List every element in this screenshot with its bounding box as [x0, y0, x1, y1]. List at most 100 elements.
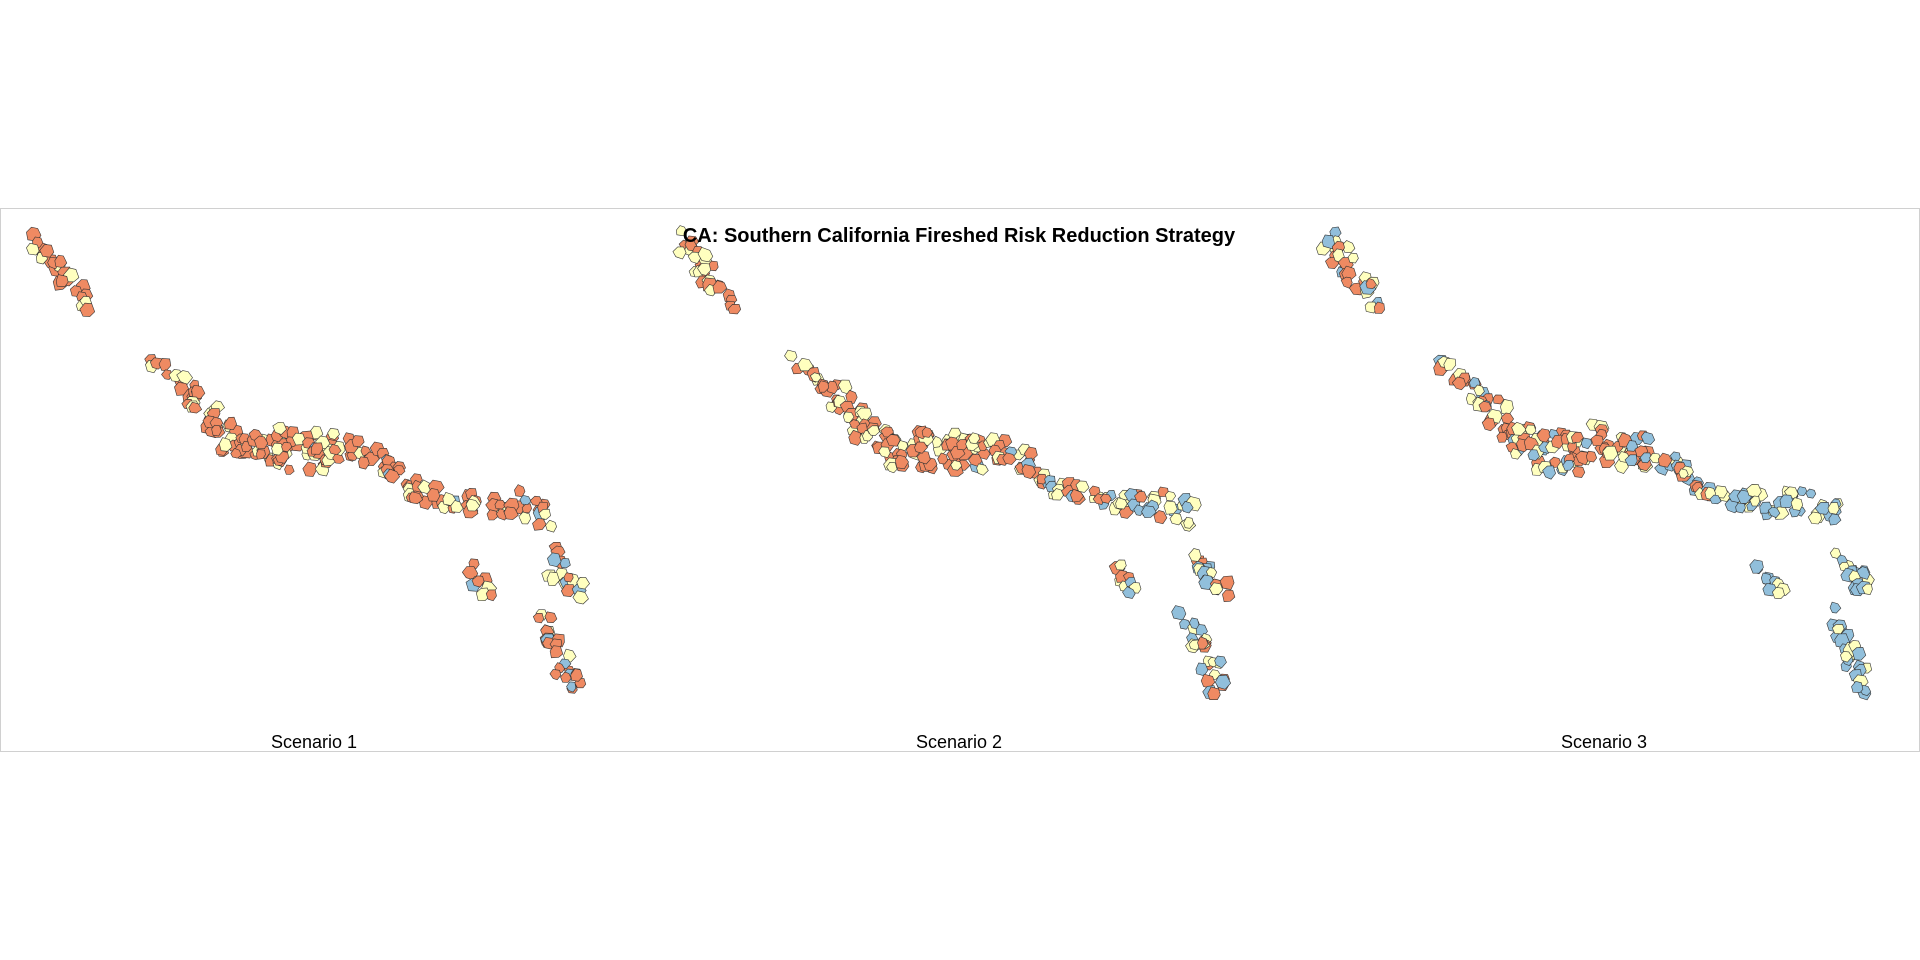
fireshed-cell [563, 572, 574, 583]
fireshed-cell [1649, 452, 1662, 464]
fireshed-cell [1197, 636, 1209, 650]
fireshed-cell [1122, 586, 1136, 599]
fireshed-cell [503, 506, 519, 520]
fireshed-cell [1572, 466, 1586, 478]
fireshed-cell [302, 461, 318, 477]
fireshed-cell [1115, 497, 1128, 510]
fireshed-cell [485, 589, 497, 602]
fireshed-cell [1639, 452, 1652, 464]
fireshed-cell [885, 434, 901, 447]
fireshed-cell [1365, 278, 1377, 290]
fireshed-cell [1735, 502, 1746, 514]
fireshed-cell [544, 611, 558, 624]
fireshed-cell [1153, 510, 1168, 525]
fireshed-cell [1493, 394, 1505, 405]
fireshed-cell [727, 303, 742, 315]
map-cells [26, 225, 1875, 701]
fireshed-cell [797, 357, 814, 372]
fireshed-cell [1373, 301, 1385, 314]
fireshed-cell [1481, 417, 1496, 432]
fireshed-cell [271, 442, 285, 456]
fireshed-cell [1678, 468, 1689, 479]
fireshed-cell [224, 416, 238, 431]
fireshed-cell [1036, 473, 1048, 485]
fireshed-cell [878, 446, 891, 459]
fireshed-cell [519, 494, 532, 505]
fireshed-cell [1165, 491, 1177, 501]
fireshed-cell [1207, 686, 1221, 700]
fireshed-cell [1183, 516, 1194, 529]
fireshed-cell [1657, 452, 1673, 468]
fireshed-cell [1542, 465, 1556, 480]
fireshed-cell [351, 435, 365, 448]
fireshed-cell [1814, 501, 1830, 515]
fireshed-cell [426, 488, 441, 502]
fireshed-cell [1779, 494, 1794, 509]
fireshed-cell [545, 519, 557, 533]
fireshed-cell [218, 437, 233, 452]
fireshed-cell [310, 442, 324, 455]
fireshed-cell [697, 247, 714, 263]
fireshed-cell [1141, 505, 1157, 518]
fireshed-cell [697, 262, 712, 276]
fireshed-cell [486, 509, 499, 521]
fireshed-cell [521, 503, 532, 514]
fireshed-cell [468, 558, 480, 569]
fireshed-cell [1856, 566, 1870, 580]
fireshed-cell [932, 435, 943, 448]
fireshed-cell [1451, 376, 1467, 391]
fireshed-cell [566, 681, 577, 693]
fireshed-cell [559, 558, 571, 569]
fireshed-cell [191, 384, 206, 400]
fireshed-cell [572, 590, 589, 605]
fireshed-cell [176, 370, 193, 385]
fireshed-cell [1443, 357, 1457, 371]
fireshed-cell [465, 498, 481, 512]
fireshed-cell [161, 369, 172, 380]
fireshed-cell [1796, 486, 1808, 497]
fireshed-cell [1585, 450, 1598, 463]
fireshed-cell [284, 464, 295, 475]
fireshed-cell [272, 421, 287, 435]
fireshed-cell [950, 459, 963, 471]
fireshed-cell [518, 511, 531, 525]
fireshed-cell [672, 246, 687, 260]
frame [0, 208, 1920, 752]
fireshed-cell [976, 463, 989, 476]
fireshed-cell [784, 349, 798, 362]
fireshed-cell [1861, 583, 1873, 596]
fireshed-cell [1133, 504, 1145, 516]
fireshed-cell [956, 438, 968, 451]
fireshed-cell [188, 401, 203, 414]
fireshed-cell [1626, 440, 1639, 452]
fireshed-cell [1790, 497, 1804, 511]
fireshed-cell [1478, 400, 1492, 413]
fireshed-cell [1134, 491, 1148, 503]
fireshed-cell [1562, 460, 1575, 471]
fireshed-cell [1624, 454, 1638, 467]
panel-label: Scenario 2 [916, 732, 1002, 752]
fireshed-cell [1222, 589, 1236, 603]
fireshed-cell [1340, 276, 1353, 289]
fireshed-cell [1075, 480, 1090, 493]
fireshed-cell [563, 648, 577, 663]
fireshed-cell [256, 449, 266, 460]
fireshed-cell [471, 575, 485, 588]
fireshed-cell [845, 389, 858, 404]
fireshed-cell [1021, 464, 1037, 480]
fireshed-cell [408, 491, 424, 505]
fireshed-cell [230, 448, 242, 459]
fireshed-cell [1198, 574, 1216, 590]
fireshed-cell [1602, 445, 1619, 461]
fireshed-cell [55, 274, 69, 288]
fireshed-cell [1214, 655, 1227, 669]
fireshed-cell [921, 426, 933, 438]
fireshed-cell [1852, 647, 1867, 661]
fireshed-cell [809, 372, 822, 383]
fireshed-cell [886, 461, 898, 474]
fireshed-cell [1496, 431, 1508, 443]
fireshed-cell [1100, 493, 1112, 504]
fireshed-cell [1169, 512, 1183, 526]
